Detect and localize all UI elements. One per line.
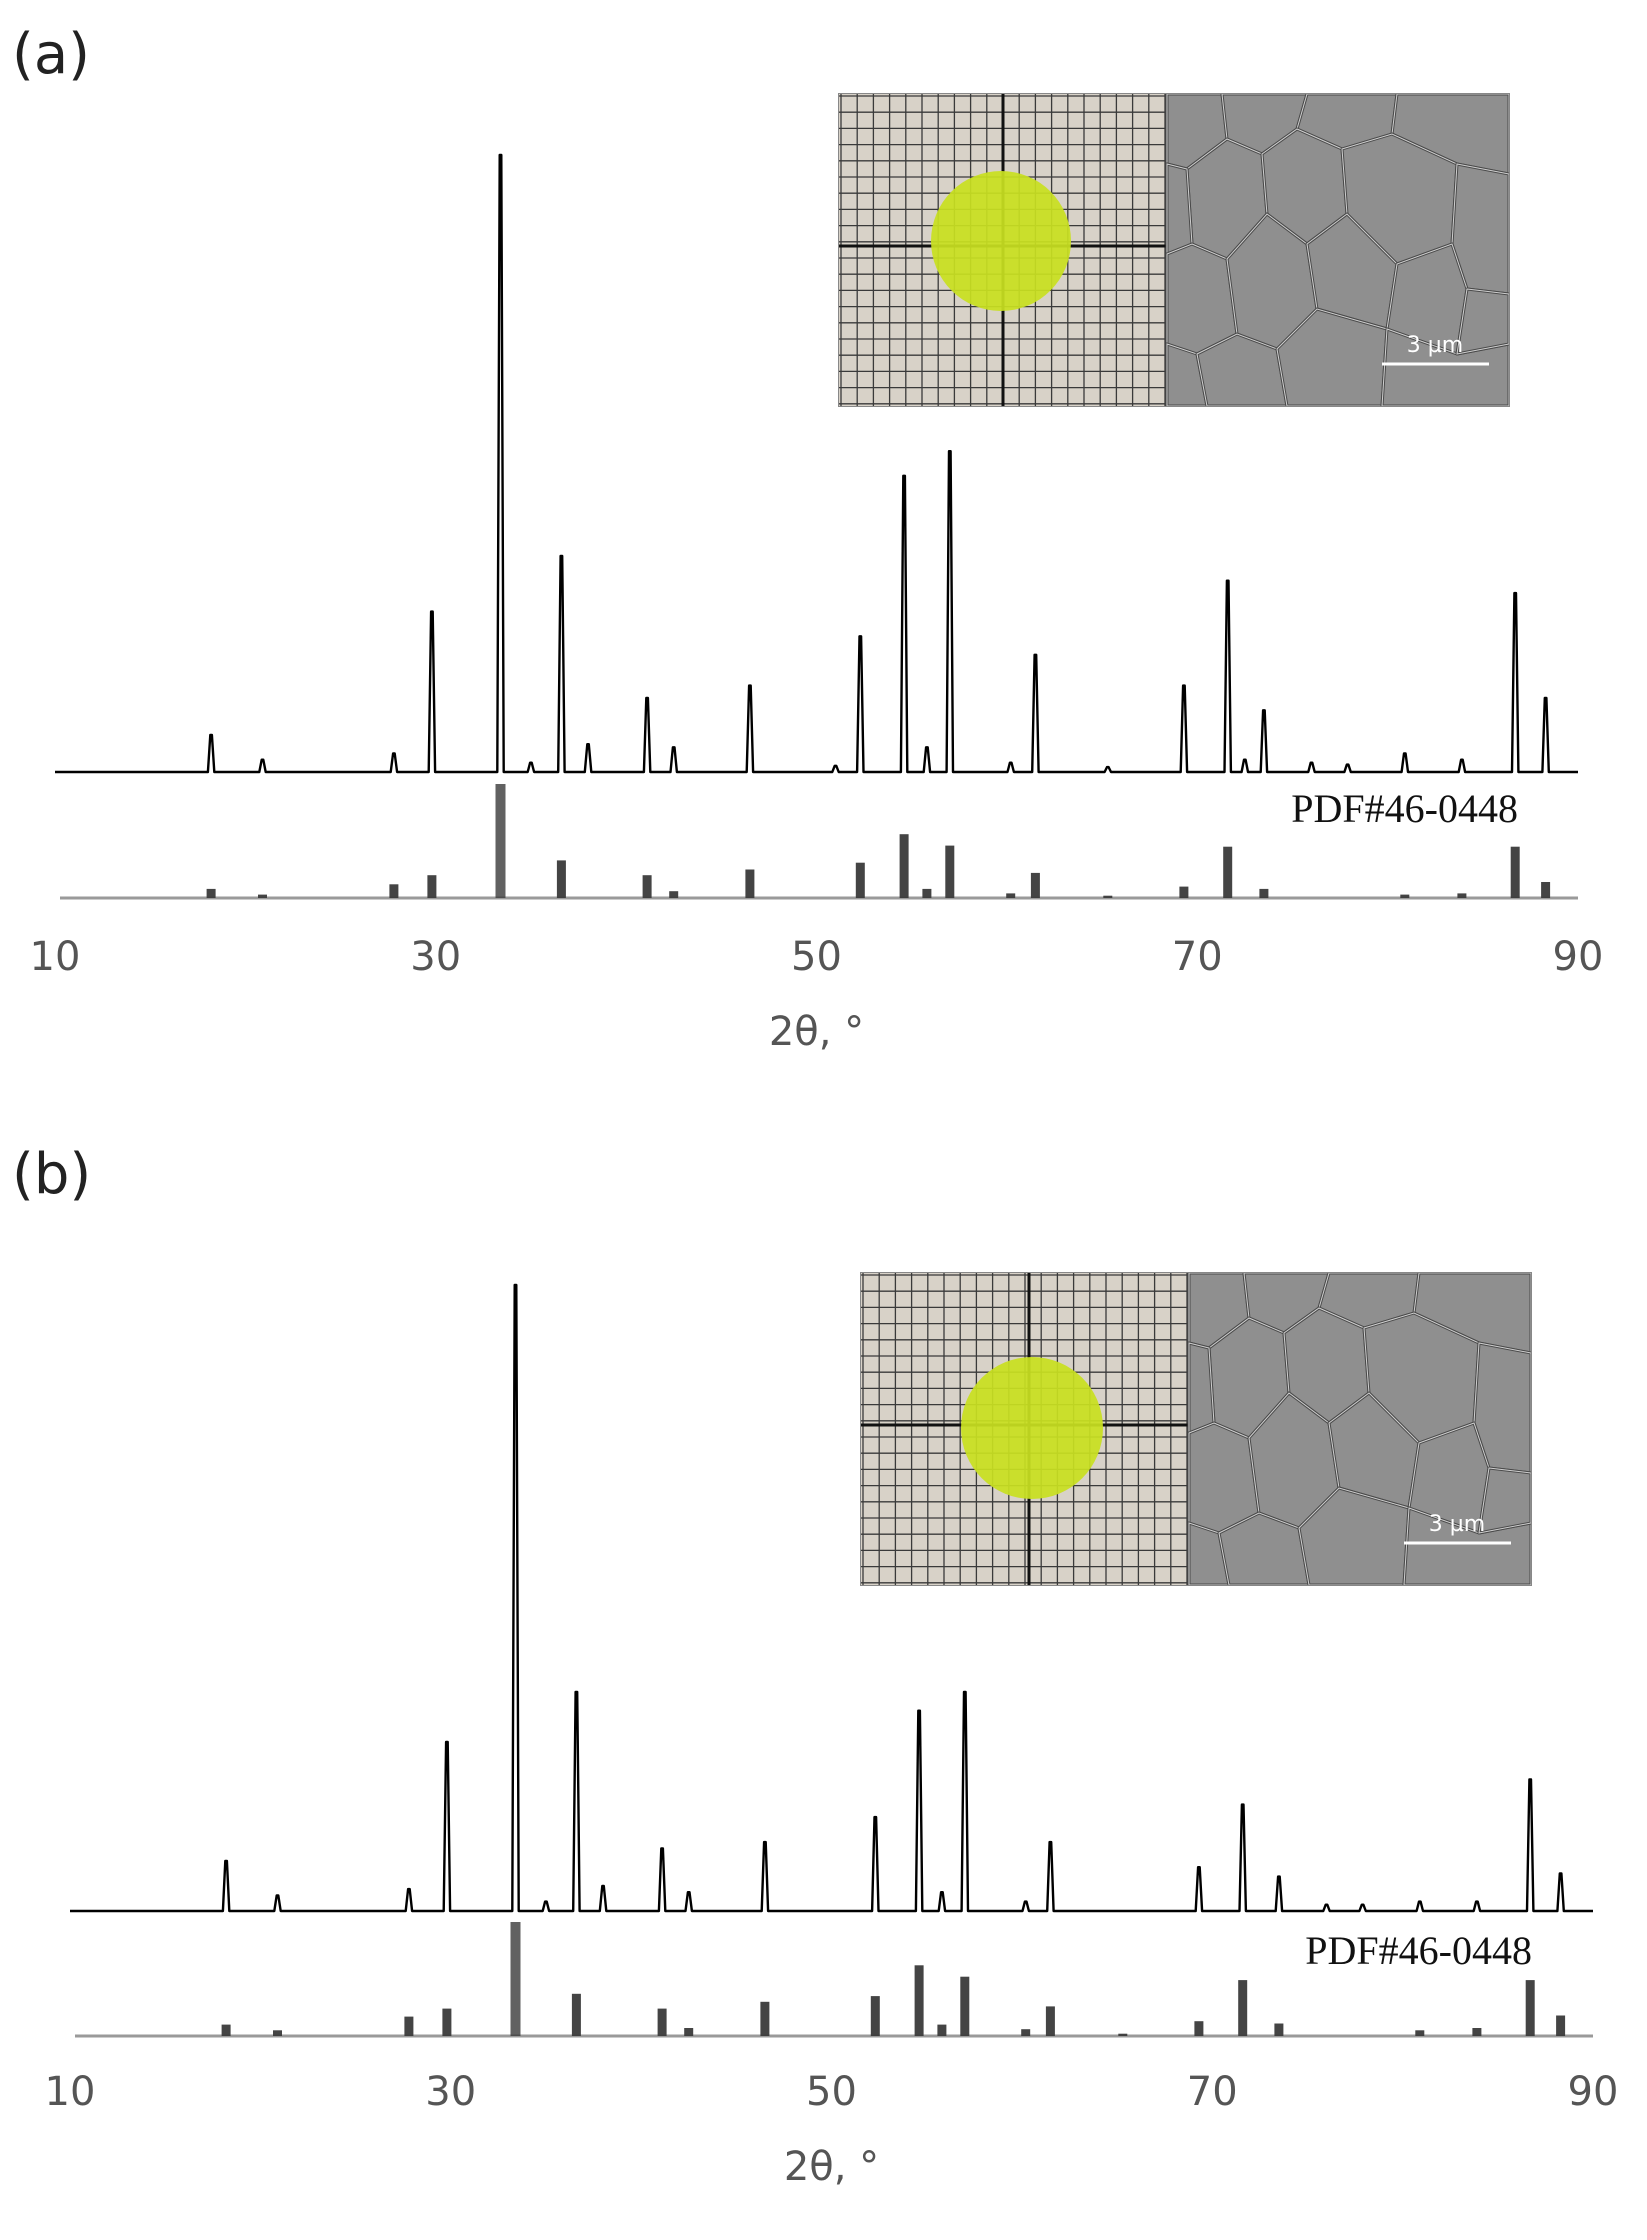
reference-bar (922, 889, 931, 898)
reference-bar (1021, 2029, 1030, 2036)
reference-bar (937, 2025, 946, 2036)
reference-bar (643, 875, 652, 898)
x-tick-label: 50 (806, 2069, 857, 2115)
inset-photo-sem: 3 µm (838, 93, 1510, 407)
reference-bar (1194, 2021, 1203, 2036)
reference-bar (572, 1994, 581, 2036)
x-axis-label: 2θ, ° (769, 1009, 864, 1055)
reference-bar (404, 2017, 413, 2036)
reference-bar (389, 884, 398, 898)
reference-bar (871, 1996, 880, 2036)
x-tick-label: 70 (1172, 934, 1223, 980)
reference-label: PDF#46-0448 (1291, 786, 1518, 831)
x-tick-label: 30 (425, 2069, 476, 2115)
reference-bar (1472, 2028, 1481, 2036)
reference-bar (900, 834, 909, 898)
inset-svg: 3 µm (861, 1273, 1531, 1585)
reference-bar (1118, 2034, 1127, 2036)
reference-bar (1415, 2030, 1424, 2036)
reference-bar (684, 2028, 693, 2036)
reference-bar (1179, 887, 1188, 898)
sem-grain (1479, 1468, 1531, 1533)
x-axis-label: 2θ, ° (784, 2144, 879, 2190)
reference-label: PDF#46-0448 (1305, 1928, 1532, 1973)
x-tick-label: 70 (1187, 2069, 1238, 2115)
x-tick-label: 90 (1568, 2069, 1619, 2115)
reference-bar (1400, 895, 1409, 898)
reference-bar (427, 875, 436, 898)
reference-bar (1046, 2006, 1055, 2036)
reference-bar (1238, 1980, 1247, 2036)
x-tick-label: 30 (410, 934, 461, 980)
reference-bar (760, 2002, 769, 2036)
reference-bar (1457, 893, 1466, 898)
x-tick-label: 10 (30, 934, 81, 980)
ceramic-pellet (931, 171, 1071, 311)
reference-bar (258, 895, 267, 898)
reference-bar (1103, 896, 1112, 898)
reference-bar (511, 1922, 521, 2036)
inset-photo-sem: 3 µm (860, 1272, 1532, 1586)
reference-bar (496, 784, 506, 898)
grid-paper-photo (839, 94, 1167, 406)
reference-bar (207, 889, 216, 898)
reference-bar (1259, 889, 1268, 898)
reference-bar (1031, 873, 1040, 898)
reference-bar (1511, 847, 1520, 898)
x-tick-label: 90 (1553, 934, 1604, 980)
reference-bar (745, 870, 754, 899)
reference-bar (1541, 882, 1550, 898)
reference-bar (1556, 2016, 1565, 2037)
scale-bar-label: 3 µm (1407, 333, 1463, 358)
sem-micrograph: 3 µm (1189, 1273, 1531, 1585)
sem-grain (1189, 1343, 1214, 1433)
x-tick-label: 50 (791, 934, 842, 980)
reference-bar (273, 2030, 282, 2036)
reference-bar (915, 1965, 924, 2036)
reference-bar (960, 1977, 969, 2036)
reference-bar (1223, 847, 1232, 898)
reference-bar (1526, 1980, 1535, 2036)
inset-svg: 3 µm (839, 94, 1509, 406)
ceramic-pellet (961, 1357, 1103, 1499)
sem-grain (1457, 289, 1509, 354)
grid-paper-photo (861, 1273, 1189, 1585)
x-tick-label: 10 (45, 2069, 96, 2115)
reference-bar (557, 860, 566, 898)
reference-bar (442, 2009, 451, 2036)
scale-bar-label: 3 µm (1429, 1512, 1485, 1537)
reference-bar (222, 2025, 231, 2036)
reference-bar (669, 891, 678, 898)
reference-bar (945, 846, 954, 898)
sem-grain (1167, 164, 1192, 254)
reference-bar (856, 863, 865, 898)
reference-bar (1274, 2024, 1283, 2037)
sem-micrograph: 3 µm (1167, 94, 1509, 406)
reference-bar (658, 2009, 667, 2036)
reference-bar (1006, 893, 1015, 898)
